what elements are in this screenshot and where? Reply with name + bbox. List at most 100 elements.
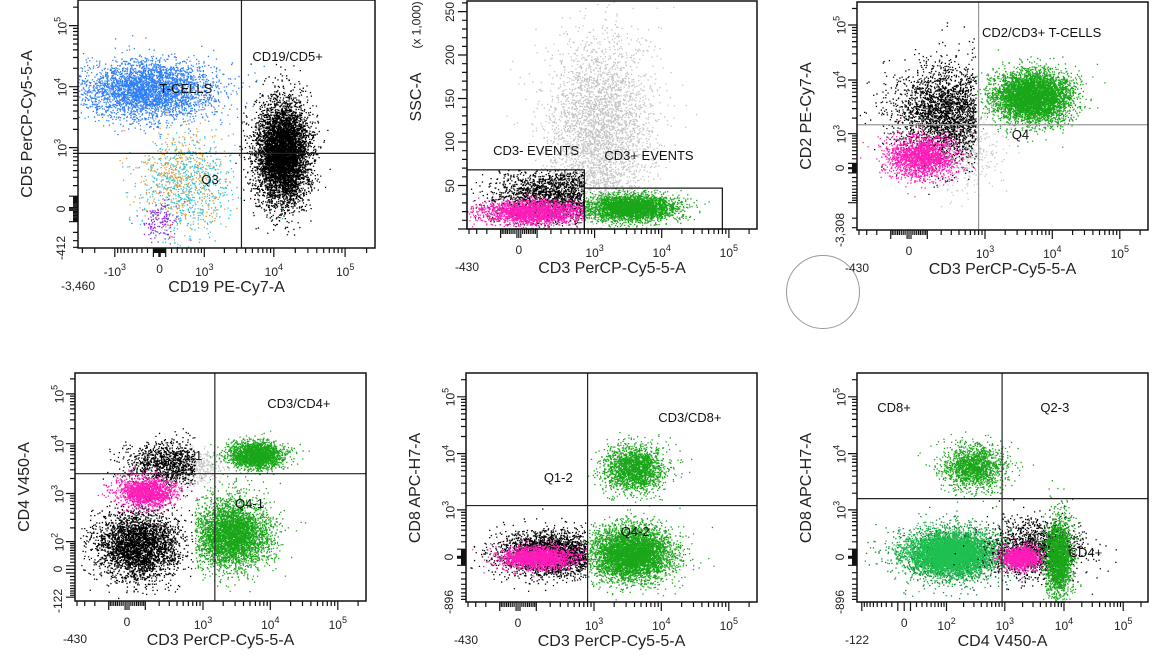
population-green-cd4 — [209, 430, 310, 476]
gate-label[interactable]: CD3/CD4+ — [267, 395, 331, 411]
gate-label[interactable]: CD3+ EVENTS — [604, 147, 694, 163]
y-tick-label: -896 — [442, 589, 456, 615]
gate-label[interactable]: Q4 — [1011, 126, 1030, 142]
x-tick-label: 103 — [193, 616, 212, 632]
x-axis-title: CD3 PerCP-Cy5-5-A — [537, 633, 686, 650]
x-tick-label: -430 — [454, 634, 478, 646]
y-tick-label: -122 — [51, 589, 65, 613]
x-tick-label: 105 — [1114, 617, 1132, 633]
y-tick-label: 105 — [52, 16, 70, 34]
tick-base: 10 — [193, 618, 208, 632]
tick-exponent: 4 — [49, 434, 60, 440]
tick-base: 0 — [515, 243, 523, 257]
tick-base: 0 — [123, 615, 131, 629]
y-axis-title: CD8 APC-H7-A — [798, 432, 816, 543]
gate-label[interactable]: CD2/CD3+ T-CELLS — [981, 24, 1102, 40]
axis-tick-marks — [66, 378, 359, 610]
x-axis-title: CD3 PerCP-Cy5-5-A — [146, 632, 295, 649]
tick-base: -3,308 — [833, 212, 847, 248]
tick-exponent: 3 — [831, 500, 842, 506]
gate-label[interactable]: Q1-2 — [543, 470, 573, 486]
x-tick-label: 104 — [1043, 245, 1061, 261]
x-tick-label: 104 — [1055, 617, 1073, 633]
gate-label[interactable]: Q1-1 — [173, 447, 203, 463]
gate-label[interactable]: CD19/CD5+ — [252, 48, 323, 64]
tick-base: 10 — [335, 265, 350, 279]
tick-base: 10 — [55, 82, 70, 96]
y-axis-title: SSC-A — [408, 72, 426, 122]
population-purple-events — [131, 192, 192, 249]
gate-label[interactable]: Q3 — [201, 172, 219, 188]
gate-label[interactable]: Q2-3 — [1040, 400, 1070, 416]
x-tick-label: 0 — [906, 245, 913, 257]
tick-exponent: 3 — [120, 262, 127, 272]
y-tick-label: 100 — [443, 132, 457, 153]
tick-base: 10 — [585, 246, 599, 260]
tick-exponent: 5 — [349, 262, 355, 272]
gate-label[interactable]: CD8+ — [877, 400, 911, 416]
tick-base: -10 — [103, 265, 121, 279]
population-gray-events — [506, 1, 698, 231]
dot-plot-5: -430 0 103 104 105 -896 0 103 104 105 CD3 PerCP-Cy… — [407, 372, 758, 650]
x-tick-label: 102 — [937, 617, 955, 633]
x-tick-label: -3,460 — [61, 280, 95, 292]
tick-base: 10 — [719, 246, 734, 260]
y-tick-label: 104 — [832, 71, 849, 89]
y-tick-label: 250 — [443, 2, 457, 22]
tick-exponent: 3 — [208, 262, 214, 272]
tick-exponent: 4 — [52, 77, 63, 83]
tick-base: 10 — [937, 619, 951, 633]
tick-base: -896 — [442, 589, 456, 615]
plot-frame — [856, 1, 1149, 231]
tick-exponent: 3 — [598, 616, 604, 626]
tick-exponent: 2 — [49, 532, 60, 538]
y-tick-label: 0 — [54, 206, 68, 213]
tick-base: 10 — [52, 439, 67, 453]
tick-base: 10 — [1114, 619, 1128, 633]
gate-label[interactable]: Q4-2 — [620, 523, 650, 539]
y-tick-label: 104 — [49, 434, 67, 453]
population-green-cd8 — [587, 432, 693, 507]
gate-label[interactable]: CD4+ — [1068, 544, 1103, 560]
y-tick-label: 0 — [51, 566, 65, 573]
gate-label[interactable]: CD3/CD8+ — [658, 410, 722, 426]
y-tick-label: 103 — [831, 500, 849, 519]
tick-base: 10 — [443, 505, 458, 520]
tick-exponent: 3 — [598, 243, 604, 253]
tick-base: 0 — [833, 164, 847, 172]
tick-base: 0 — [156, 262, 163, 276]
plot-area — [848, 372, 1149, 611]
dot-plot-2: -430 0 103 104 105 50 100 150 200 250 CD3 PerCP-Cy… — [408, 0, 758, 277]
x-tick-label: 0 — [124, 616, 131, 628]
tick-base: 10 — [834, 449, 849, 463]
x-tick-label: 105 — [328, 616, 347, 632]
tick-exponent: 5 — [831, 15, 842, 21]
tick-base: 10 — [1043, 247, 1057, 261]
tick-base: 10 — [55, 143, 70, 157]
tick-exponent: 4 — [278, 262, 284, 272]
y-tick-label: 104 — [52, 77, 70, 96]
tick-base: 100 — [443, 132, 457, 153]
population-magenta-events — [97, 466, 198, 515]
population-cd3-magenta — [468, 192, 586, 230]
axis-tick-marks — [848, 379, 1142, 611]
plot-area — [458, 0, 758, 238]
population-green-low — [587, 505, 715, 601]
tick-exponent: 5 — [52, 16, 63, 22]
gate-label[interactable]: T-CELLS — [159, 80, 213, 96]
plot-area — [848, 1, 1149, 239]
x-tick-label: 105 — [1111, 245, 1129, 261]
x-tick-label: -103 — [103, 262, 127, 279]
y-axis-title: CD5 PerCP-Cy5-5-A — [19, 50, 37, 198]
gate-label[interactable]: CD3- EVENTS — [493, 143, 580, 159]
gate-label[interactable]: Q4-1 — [235, 495, 264, 511]
tick-base: 10 — [328, 618, 342, 632]
tick-exponent: 3 — [1008, 616, 1014, 626]
population-magenta-events — [472, 537, 598, 578]
population-orange-events — [119, 107, 238, 241]
tick-base: 10 — [52, 537, 67, 551]
y-tick-label: -412 — [54, 236, 68, 260]
axis-tick-marks — [457, 379, 750, 611]
population-green-t-cells — [975, 49, 1106, 148]
tick-exponent: 3 — [49, 484, 60, 490]
